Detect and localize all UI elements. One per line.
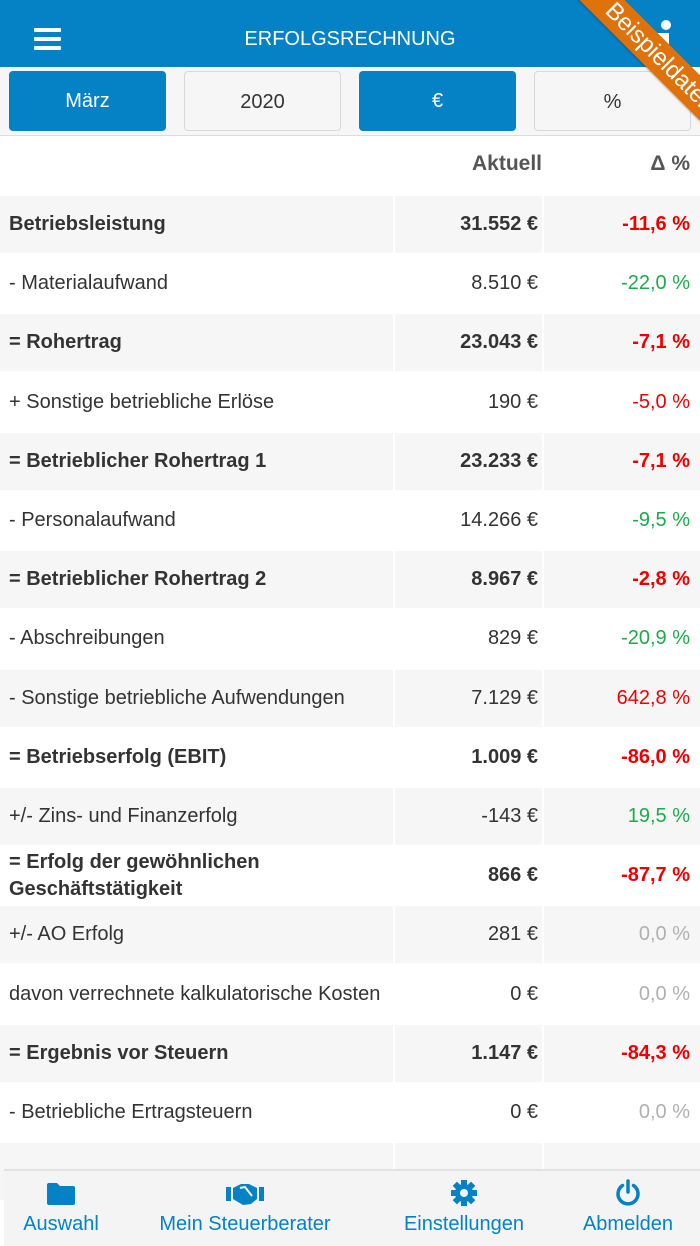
hamburger-icon — [34, 28, 61, 32]
table-row[interactable]: +/- AO Erfolg 281 €0,0 % — [0, 906, 700, 964]
row-label: - Abschreibungen — [9, 627, 165, 650]
row-value: 0 € — [510, 1101, 538, 1123]
nav-label: Mein Steuerberater — [159, 1213, 331, 1235]
table-row[interactable]: = Rohertrag 23.043 € -7,1 % — [0, 314, 700, 372]
row-value: 8.967 € — [395, 551, 542, 609]
row-label: = Betrieblicher Rohertrag 2 — [0, 551, 393, 609]
row-delta: 0,0 % — [638, 982, 690, 1005]
row-label: - Betriebliche Ertragsteuern — [9, 1101, 253, 1123]
row-delta: -11,6 % — [544, 196, 700, 253]
table-row[interactable]: - Personalaufwand 14.266 € -9,5 % — [0, 492, 700, 549]
row-delta: -5,0 % — [632, 390, 690, 413]
page-title: ERFOLGSRECHNUNG — [244, 28, 456, 50]
nav-label: Abmelden — [582, 1213, 674, 1235]
row-delta: -9,5 % — [632, 509, 690, 531]
row-value: 866 € — [487, 864, 538, 887]
row-delta: -86,0 % — [621, 745, 690, 768]
nav-label: Einstellungen — [403, 1213, 525, 1235]
nav-abmelden[interactable]: Abmelden — [572, 1179, 684, 1241]
row-delta: 0,0 % — [638, 1101, 690, 1123]
column-header-delta: Δ % — [650, 152, 690, 175]
folder-icon — [47, 1183, 75, 1205]
table-row[interactable]: = Betriebserfolg (EBIT) 1.009 € -86,0 % — [0, 729, 700, 786]
row-label: = Betrieblicher Rohertrag 1 — [0, 432, 393, 490]
table-row[interactable]: +/- Zins- und Finanzerfolg -143 €19,5 % — [0, 788, 700, 845]
row-value: 281 € — [395, 906, 542, 964]
row-delta: -87,7 % — [621, 864, 690, 887]
nav-mein-steuerberater[interactable]: Mein Steuerberater — [144, 1179, 346, 1241]
row-label: - Personalaufwand — [9, 509, 176, 531]
row-value: 23.043 € — [395, 314, 542, 372]
row-value: 7.129 € — [395, 669, 542, 727]
table-row[interactable]: Betriebsleistung 31.552 € -11,6 % — [0, 196, 700, 253]
row-label: davon verrechnete kalkulatorische Kosten — [9, 982, 381, 1005]
table-row[interactable]: = Erfolg der gewöhnlichen Geschäftstätig… — [0, 847, 700, 904]
row-delta: 0,0 % — [544, 906, 700, 964]
bottom-navigation: Auswahl Mein Steuerberater Ein — [4, 1169, 700, 1246]
row-delta: 19,5 % — [544, 788, 700, 845]
handshake-icon — [226, 1184, 264, 1205]
row-delta: -20,9 % — [621, 627, 690, 650]
app-header: ERFOLGSRECHNUNG — [0, 0, 700, 67]
row-delta: -7,1 % — [544, 432, 700, 490]
row-label: +/- AO Erfolg — [0, 906, 393, 964]
row-label: = Erfolg der gewöhnlichen Geschäftstätig… — [9, 850, 260, 900]
row-delta: -2,8 % — [544, 551, 700, 609]
month-selector[interactable]: März — [9, 71, 166, 131]
table-row[interactable]: davon verrechnete kalkulatorische Kosten… — [0, 966, 700, 1023]
hamburger-icon-bar — [34, 37, 61, 41]
table-row[interactable]: = Ergebnis vor Steuern 1.147 € -84,3 % — [0, 1024, 700, 1082]
table-row[interactable]: - Sonstige betriebliche Aufwendungen 7.12… — [0, 669, 700, 727]
table-row[interactable]: - Materialaufwand 8.510 € -22,0 % — [0, 255, 700, 312]
row-value: 8.510 € — [471, 272, 538, 295]
row-label: = Ergebnis vor Steuern — [0, 1024, 393, 1082]
table-row[interactable]: = Betrieblicher Rohertrag 2 8.967 € -2,8 % — [0, 551, 700, 609]
row-delta: -22,0 % — [621, 272, 690, 295]
power-icon — [616, 1179, 640, 1206]
filter-toolbar: März 2020 € % — [0, 67, 700, 136]
row-value: 190 € — [487, 390, 538, 413]
nav-auswahl[interactable]: Auswahl — [10, 1179, 112, 1241]
table-row[interactable]: + Sonstige betriebliche Erlöse 190 € -5,0 … — [0, 374, 700, 431]
column-header-current: Aktuell — [471, 152, 542, 175]
row-value: 0 € — [510, 982, 538, 1005]
row-delta: 642,8 % — [544, 669, 700, 727]
table-row[interactable]: - Abschreibungen 829 € -20,9 % — [0, 610, 700, 667]
row-label: +/- Zins- und Finanzerfolg — [0, 788, 393, 845]
year-selector[interactable]: 2020 — [184, 71, 341, 131]
row-value: 829 € — [487, 627, 538, 650]
row-delta: -7,1 % — [544, 314, 700, 372]
row-value: -143 € — [395, 788, 542, 845]
currency-toggle[interactable]: € — [359, 71, 516, 131]
row-value: 1.009 € — [471, 745, 538, 768]
table-row[interactable]: - Betriebliche Ertragsteuern 0 € 0,0 % — [0, 1084, 700, 1141]
table-row[interactable]: = Betrieblicher Rohertrag 1 23.233 € -7,1 … — [0, 432, 700, 490]
row-value: 23.233 € — [395, 432, 542, 490]
row-label: + Sonstige betriebliche Erlöse — [9, 390, 275, 413]
row-label: Betriebsleistung — [0, 196, 393, 253]
row-label: = Betriebserfolg (EBIT) — [9, 745, 227, 768]
gear-icon — [451, 1180, 477, 1206]
row-label: - Materialaufwand — [9, 272, 168, 295]
row-value: 31.552 € — [395, 196, 542, 253]
row-label: = Rohertrag — [0, 314, 393, 372]
row-label: - Sonstige betriebliche Aufwendungen — [0, 669, 393, 727]
row-delta: -84,3 % — [544, 1024, 700, 1082]
row-value: 14.266 € — [460, 509, 538, 531]
row-value: 1.147 € — [395, 1024, 542, 1082]
nav-einstellungen[interactable]: Einstellungen — [394, 1179, 534, 1241]
hamburger-menu-button[interactable] — [34, 26, 62, 50]
hamburger-icon-bar — [34, 46, 61, 50]
nav-label: Auswahl — [23, 1213, 99, 1235]
